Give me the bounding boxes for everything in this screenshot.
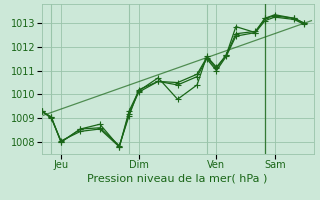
X-axis label: Pression niveau de la mer( hPa ): Pression niveau de la mer( hPa ): [87, 173, 268, 183]
